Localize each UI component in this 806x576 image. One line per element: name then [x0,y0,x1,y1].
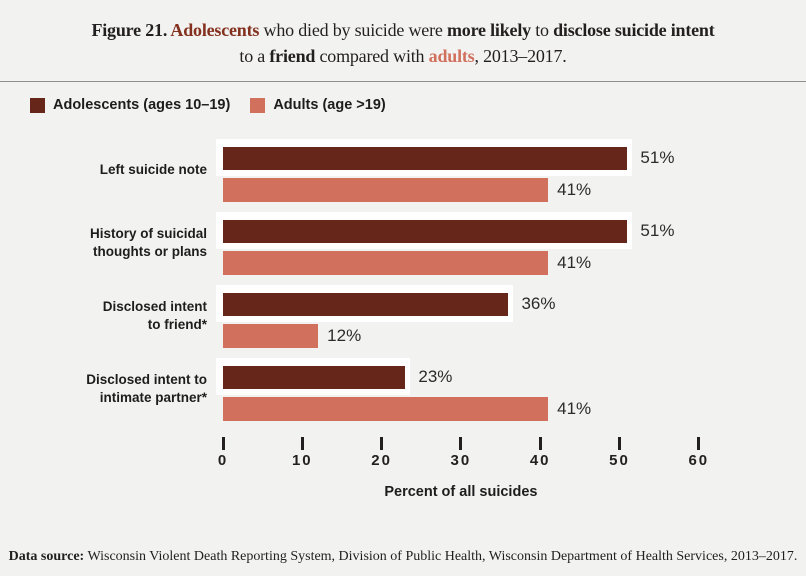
adolescent-bar [223,220,628,243]
title-segment: friend [269,46,316,66]
adult-bar [223,397,549,421]
adolescent-bar-frame [216,285,514,322]
axis-tick-label: 0 [217,452,229,469]
adolescent-bar [223,147,628,170]
adult-bar [223,178,549,202]
title-segment: who died by suicide were [259,20,447,40]
category-label: Left suicide note [99,161,207,177]
axis-tick-mark [380,437,384,450]
adult-value-label: 12% [327,326,362,345]
axis-tick-label: 60 [688,452,710,469]
axis-tick-label: 20 [371,452,392,469]
adult-bar [223,251,549,275]
title-segment: , 2013–2017. [474,46,567,66]
adults-swatch-icon [250,97,266,113]
adolescents-swatch-icon [30,97,45,113]
axis-tick-mark [459,437,463,450]
axis-tick-mark [618,437,621,450]
legend-item-adolescents: Adolescents (ages 10–19) [30,97,230,113]
adolescent-bar-frame [216,139,633,176]
adolescent-bar [223,293,509,316]
data-source-text: Wisconsin Violent Death Reporting System… [84,549,798,564]
title-segment-adolescents: Adolescents [170,20,260,40]
axis-tick-mark [221,437,225,450]
title-divider [0,81,806,82]
adolescent-value-label: 36% [521,294,556,313]
title-segment: more likely [446,20,531,40]
adolescent-bar-frame [216,358,411,395]
adolescent-bar-frame [216,212,633,249]
legend-label-adolescents: Adolescents (ages 10–19) [53,97,231,113]
axis-tick-mark [697,437,701,450]
x-axis-label: Percent of all suicides [384,484,538,500]
axis-tick-label: 10 [291,452,313,469]
adolescent-value-label: 51% [640,221,675,240]
data-source-label: Data source: [8,549,85,564]
adult-bar [223,324,319,348]
axis-tick-label: 50 [609,452,630,469]
title-segment: compared with [315,46,429,66]
category-label: History of suicidal thoughts or plans [89,225,207,259]
title-segment: disclose suicide intent [553,20,715,40]
legend-label-adults: Adults (age >19) [273,97,386,113]
axis-tick-label: 40 [529,452,551,469]
axis-tick-mark [300,437,304,450]
legend-item-adults: Adults (age >19) [250,97,386,113]
category-label: Disclosed intent to intimate partner* [86,371,207,405]
title-line-1: Figure 21. Adolescents who died by suici… [91,20,714,40]
axis-tick-mark [538,437,542,450]
adolescent-value-label: 51% [640,148,675,167]
title-line-2: to a friend compared with adults, 2013–2… [239,46,566,66]
category-label: Disclosed intent to friend* [102,298,207,332]
title-segment: Figure 21. [91,20,171,40]
title-segment-adults: adults [428,46,475,66]
data-source-note: Data source: Wisconsin Violent Death Rep… [0,549,806,565]
figure-title: Figure 21. Adolescents who died by suici… [0,17,806,69]
legend: Adolescents (ages 10–19) Adults (age >19… [30,97,386,113]
adult-value-label: 41% [557,399,592,418]
adolescent-value-label: 23% [418,367,453,386]
axis-tick-label: 30 [450,452,472,469]
title-segment: to [530,20,554,40]
title-segment: to a [239,46,270,66]
adult-value-label: 41% [557,180,592,199]
adult-value-label: 41% [557,253,592,272]
adolescent-bar [223,366,406,389]
